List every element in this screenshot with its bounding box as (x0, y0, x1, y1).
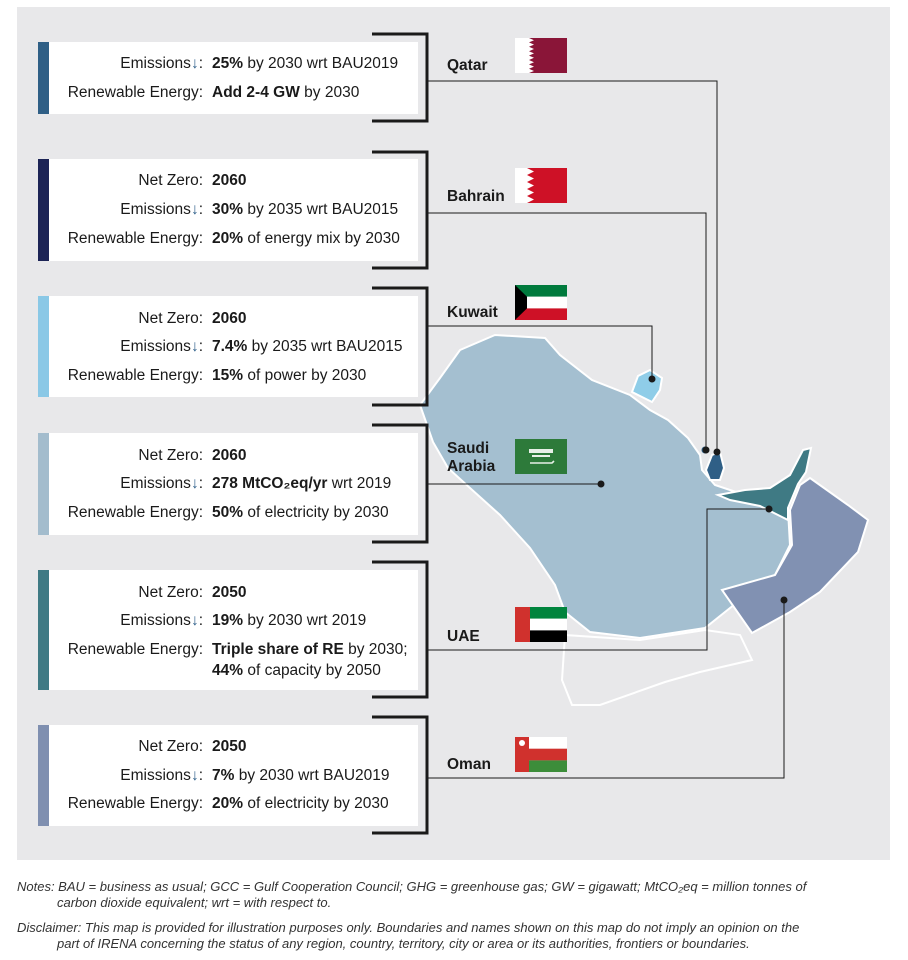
target-value: 2060 (212, 310, 247, 327)
target-label: Emissions↓: (120, 767, 203, 784)
target-label: Net Zero: (138, 447, 203, 464)
target-label: Renewable Energy: (67, 367, 203, 384)
target-value: 2060 (212, 447, 247, 464)
bracket-saudi (372, 423, 429, 544)
card-color-bar (38, 725, 49, 826)
target-value: Add 2-4 GW by 2030 (212, 84, 360, 101)
notes-line: Notes: BAU = business as usual; GCC = Gu… (17, 879, 807, 894)
card-saudi-arabia: Net Zero: 2060 Emissions↓: 278 MtCO₂eq/yr w… (38, 433, 418, 535)
target-value: Triple share of RE by 2030; (212, 641, 408, 658)
disclaimer-line-continued: part of IRENA concerning the status of a… (57, 936, 750, 951)
bracket-oman (372, 715, 429, 835)
bracket-kuwait (372, 286, 429, 407)
bahrain-connector (427, 212, 707, 450)
target-value: 19% by 2030 wrt 2019 (212, 612, 367, 629)
down-arrow-icon: ↓ (190, 201, 199, 218)
qatar-shape (704, 450, 726, 481)
target-value: 2050 (212, 584, 247, 601)
target-value: 20% of energy mix by 2030 (212, 230, 400, 247)
qatar-connector (427, 80, 718, 452)
card-color-bar (38, 296, 49, 397)
oman-dot (780, 596, 788, 604)
target-label: Emissions↓: (120, 612, 203, 629)
target-value: 50% of electricity by 2030 (212, 504, 389, 521)
target-value: 25% by 2030 wrt BAU2019 (212, 55, 399, 72)
country-name-qatar: Qatar (447, 57, 488, 74)
flag-uae-icon (515, 607, 567, 642)
target-value: 2060 (212, 172, 247, 189)
flag-kuwait-icon (515, 285, 567, 320)
target-label: Renewable Energy: (67, 84, 203, 101)
yemen-outline (560, 628, 754, 706)
uae-dot (765, 505, 773, 513)
card-oman: Net Zero: 2050 Emissions↓: 7% by 2030 wrt B… (38, 725, 418, 826)
bracket-qatar (372, 32, 429, 123)
card-kuwait: Net Zero: 2060 Emissions↓: 7.4% by 2035 wrt… (38, 296, 418, 397)
target-label: Emissions↓: (120, 201, 203, 218)
card-qatar: Emissions↓: 25% by 2030 wrt BAU2019 Renewa… (38, 42, 418, 114)
target-value: 20% of electricity by 2030 (212, 795, 389, 812)
target-label: Net Zero: (138, 172, 203, 189)
target-value: 7% by 2030 wrt BAU2019 (212, 767, 390, 784)
connector-lines (427, 80, 785, 779)
target-value: 2050 (212, 738, 247, 755)
bracket-uae (372, 560, 429, 699)
connector-dots (597, 375, 788, 604)
target-label: Renewable Energy: (67, 230, 203, 247)
qatar-dot (713, 448, 721, 456)
card-bahrain: Net Zero: 2060 Emissions↓: 30% by 2035 wrt … (38, 159, 418, 261)
target-value: 30% by 2035 wrt BAU2015 (212, 201, 399, 218)
down-arrow-icon: ↓ (190, 475, 199, 492)
down-arrow-icon: ↓ (190, 55, 199, 72)
disclaimer-text: Disclaimer: This map is provided for ill… (17, 920, 892, 952)
down-arrow-icon: ↓ (190, 612, 199, 629)
target-label: Emissions↓: (120, 338, 203, 355)
target-label: Renewable Energy: (67, 795, 203, 812)
card-uae: Net Zero: 2050 Emissions↓: 19% by 2030 wrt … (38, 570, 418, 690)
bracket-lines (372, 32, 429, 835)
notes-line-continued: carbon dioxide equivalent; wrt = with re… (57, 895, 332, 910)
target-label: Renewable Energy: (67, 504, 203, 521)
disclaimer-line: Disclaimer: This map is provided for ill… (17, 920, 800, 935)
target-label: Emissions↓: (120, 475, 203, 492)
target-value: 44% of capacity by 2050 (212, 662, 381, 679)
kuwait-dot (648, 375, 656, 383)
country-name-kuwait: Kuwait (447, 304, 498, 321)
down-arrow-icon: ↓ (190, 338, 199, 355)
target-label: Net Zero: (138, 584, 203, 601)
uae-shape (714, 446, 813, 522)
target-value: 278 MtCO₂eq/yr wrt 2019 (212, 475, 392, 492)
card-color-bar (38, 433, 49, 535)
country-name-bahrain: Bahrain (447, 188, 505, 205)
card-color-bar (38, 570, 49, 690)
country-name-saudi-arabia: Saudi Arabia (447, 440, 496, 475)
card-color-bar (38, 42, 49, 114)
target-label: Renewable Energy: (67, 641, 203, 658)
bahrain-dot (702, 446, 710, 454)
card-color-bar (38, 159, 49, 261)
target-label: Net Zero: (138, 738, 203, 755)
notes-text: Notes: BAU = business as usual; GCC = Gu… (17, 879, 892, 911)
bracket-bahrain (372, 150, 429, 270)
target-value: 7.4% by 2035 wrt BAU2015 (212, 338, 403, 355)
kuwait-connector (427, 325, 653, 379)
kuwait-shape (630, 368, 664, 404)
target-label: Emissions↓: (120, 55, 203, 72)
flag-bahrain-icon (515, 168, 567, 203)
oman-shape (720, 476, 870, 635)
target-value: 15% of power by 2030 (212, 367, 367, 384)
target-label: Net Zero: (138, 310, 203, 327)
uae-connector (427, 508, 769, 651)
country-name-uae: UAE (447, 628, 480, 645)
oman-connector (427, 600, 785, 779)
flag-saudi-arabia-icon (515, 439, 567, 474)
down-arrow-icon: ↓ (190, 767, 199, 784)
saudi-dot (597, 480, 605, 488)
flag-qatar-icon (515, 38, 567, 73)
country-name-oman: Oman (447, 756, 491, 773)
flag-oman-icon (515, 737, 567, 772)
